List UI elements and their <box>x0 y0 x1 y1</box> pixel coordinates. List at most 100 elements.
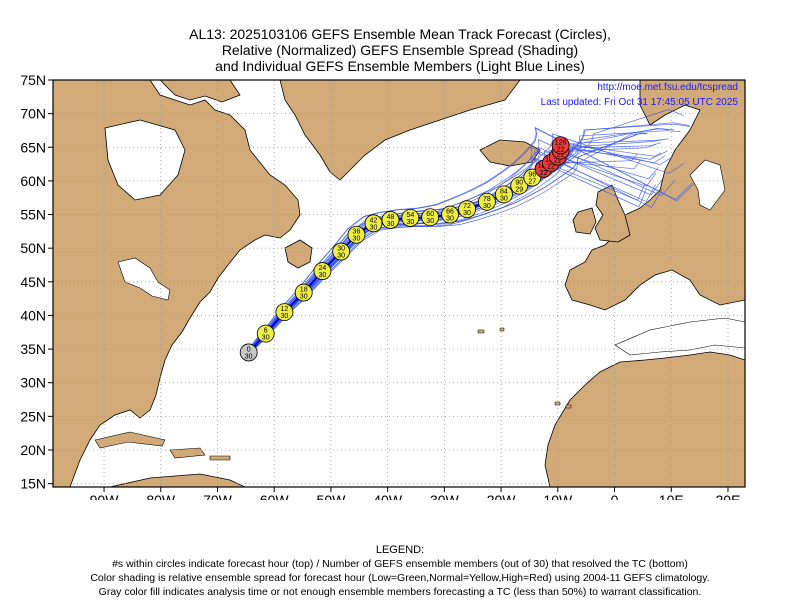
forecast-circle-fill <box>239 343 258 362</box>
legend-line-2: Color shading is relative ensemble sprea… <box>90 572 710 584</box>
lon-label: 10W <box>543 492 573 500</box>
great-britain <box>594 184 631 243</box>
forecast-circle: 630 <box>256 324 275 343</box>
lon-label: 10E <box>659 492 684 500</box>
lon-label: 40W <box>373 492 403 500</box>
lon-label: 30W <box>430 492 460 500</box>
forecast-circles: 0306301230183024303030363042304830543060… <box>239 136 570 362</box>
atlantic-islands <box>477 327 572 409</box>
lat-label: 25N <box>20 408 46 424</box>
forecast-hour-label: 84 <box>500 188 508 195</box>
ireland <box>572 207 597 235</box>
title-line-1: AL13: 2025103106 GEFS Ensemble Mean Trac… <box>189 26 611 42</box>
land-layer <box>53 80 745 487</box>
iceland <box>479 139 541 167</box>
forecast-circle-fill <box>332 242 351 261</box>
lat-label: 70N <box>20 106 46 122</box>
member-count-label: 30 <box>353 236 361 243</box>
forecast-circle-fill <box>313 262 332 280</box>
member-count-label: 30 <box>483 203 491 210</box>
member-count-label: 30 <box>426 218 434 225</box>
lat-label: 35N <box>20 341 46 357</box>
forecast-hour-label: 126 <box>555 139 567 146</box>
title-line-2: Relative (Normalized) GEFS Ensemble Spre… <box>221 42 579 58</box>
great-lakes <box>117 257 171 301</box>
forecast-circle-fill <box>364 214 383 233</box>
member-count-label: 30 <box>387 221 395 228</box>
baltic-sea <box>689 159 726 211</box>
source-url[interactable]: http://moe.met.fsu.edu/tcspread <box>597 82 738 93</box>
forecast-hour-label: 90 <box>515 180 523 187</box>
member-track <box>246 156 647 354</box>
forecast-hour-label: 78 <box>483 196 491 203</box>
forecast-circle-fill <box>421 208 440 227</box>
member-count-label: 30 <box>370 224 378 231</box>
lat-label: 30N <box>20 375 46 391</box>
forecast-circle-fill <box>256 324 275 343</box>
member-count-label: 30 <box>463 210 471 217</box>
member-count-label: 30 <box>446 216 454 223</box>
longitude-labels: 90W 80W 70W 60W 50W 40W 30W 20W 10W 0 10E 20E <box>90 487 741 500</box>
lat-label: 50N <box>20 240 46 256</box>
forecast-circle-fill <box>458 200 476 219</box>
forecast-circle-fill <box>294 283 313 302</box>
member-count-label: 22 <box>540 170 548 177</box>
legend-heading: LEGEND: <box>375 544 425 556</box>
legend-line-3: Gray color fill indicates analysis time … <box>98 586 702 598</box>
north-america-land <box>53 80 301 487</box>
forecast-hour-label: 54 <box>406 212 414 219</box>
member-count-label: 30 <box>319 272 327 279</box>
forecast-circle-fill <box>275 303 294 321</box>
lon-label: 20W <box>487 492 517 500</box>
track-map: 0306301230183024303030363042304830543060… <box>20 72 746 500</box>
member-track <box>246 126 694 352</box>
forecast-circle-fill <box>551 136 570 155</box>
member-count-label: 29 <box>515 187 523 194</box>
title-line-3: and Individual GEFS Ensemble Members (Li… <box>215 58 585 74</box>
forecast-circle-fill <box>510 176 529 195</box>
member-count-label: 30 <box>281 313 289 320</box>
europe-land <box>564 80 745 311</box>
greenland <box>279 80 521 181</box>
map-frame <box>52 79 746 488</box>
forecast-hour-label: 30 <box>337 246 345 253</box>
lat-label: 65N <box>20 139 46 155</box>
forecast-hour-label: 48 <box>387 214 395 221</box>
forecast-circle-fill <box>381 211 400 229</box>
forecast-circle-fill <box>478 192 496 211</box>
latitude-labels: 75N 70N 65N 60N 55N 50N 45N 40N 35N 30N 25N 20N 15N <box>20 72 53 492</box>
lon-label: 80W <box>146 492 176 500</box>
forecast-circle: 030 <box>239 343 258 362</box>
forecast-circle-fill <box>401 209 420 227</box>
lon-label: 60W <box>260 492 290 500</box>
caribbean-islands <box>94 431 231 461</box>
mediterranean-sea <box>614 317 745 356</box>
lat-label: 15N <box>20 476 46 492</box>
lat-label: 75N <box>20 72 46 88</box>
member-count-label: 22 <box>554 158 562 165</box>
member-count-label: 30 <box>406 219 414 226</box>
member-count-label: 30 <box>337 253 345 260</box>
legend-line-1: #s within circles indicate forecast hour… <box>112 558 688 570</box>
forecast-hour-label: 72 <box>463 203 471 210</box>
member-count-label: 22 <box>557 152 565 159</box>
hudson-bay <box>104 119 186 201</box>
lat-label: 40N <box>20 307 46 323</box>
member-count-label: 30 <box>300 294 308 301</box>
member-count-label: 30 <box>245 353 253 360</box>
member-count-label: 30 <box>262 335 270 342</box>
forecast-hour-label: 12 <box>281 306 289 313</box>
member-count-label: 30 <box>500 195 508 202</box>
arctic-islands <box>159 80 241 103</box>
lon-label: 20E <box>716 492 741 500</box>
south-america-land <box>109 473 246 487</box>
lon-label: 90W <box>90 492 120 500</box>
